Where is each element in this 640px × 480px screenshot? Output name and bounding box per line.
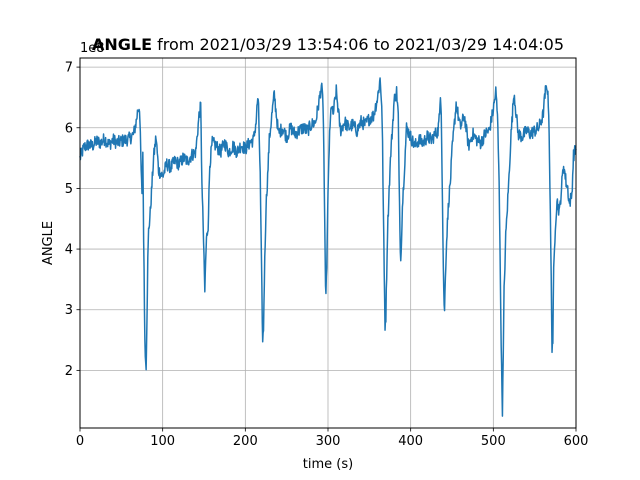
y-axis-label: ANGLE (41, 221, 56, 265)
x-tick-label: 200 (233, 434, 258, 449)
y-tick-label: 7 (65, 61, 73, 76)
x-tick-label: 0 (76, 434, 84, 449)
y-tick-label: 3 (65, 303, 73, 318)
series-layer (79, 77, 577, 417)
y-tick-label: 2 (65, 364, 73, 379)
grid-layer (79, 58, 577, 428)
y-offset-label: 1e8 (80, 41, 105, 56)
x-tick-label: 600 (564, 434, 589, 449)
x-axis-label: time (s) (303, 457, 353, 472)
series-line (79, 77, 577, 417)
chart-title-bold: ANGLE (92, 35, 152, 54)
x-tick-label: 100 (150, 434, 175, 449)
x-tick-label: 400 (398, 434, 423, 449)
y-tick-label: 5 (65, 182, 73, 197)
x-tick-label: 500 (481, 434, 506, 449)
tick-layer: 0 100 200 300 400 500 600 2 3 4 5 6 7 (65, 61, 589, 449)
chart-title: ANGLE from 2021/03/29 13:54:06 to 2021/0… (92, 35, 564, 54)
y-tick-label: 4 (65, 243, 73, 258)
x-tick-label: 300 (316, 434, 341, 449)
y-tick-label: 6 (65, 121, 73, 136)
chart-title-rest: from 2021/03/29 13:54:06 to 2021/03/29 1… (152, 35, 564, 54)
